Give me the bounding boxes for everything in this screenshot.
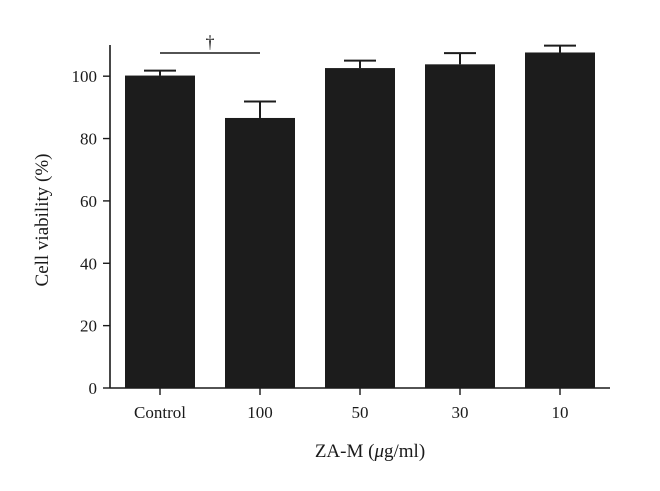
error-bars-group	[144, 44, 576, 118]
x-axis-label: ZA-M (μg/ml)	[315, 441, 425, 462]
bar-5	[525, 52, 595, 388]
x-tick-label-2: 100	[247, 403, 273, 422]
x-tick-label-4: 30	[452, 403, 469, 422]
y-ticks-group: 0 20 40 60 80 100	[72, 67, 110, 398]
bar-1	[125, 75, 195, 389]
y-tick-label-60: 60	[80, 192, 97, 211]
y-axis-label: Cell viability (%)	[32, 154, 53, 287]
x-axis-label-prefix: ZA-M (	[315, 441, 375, 462]
bar-4	[425, 64, 495, 388]
x-ticks-group: Control 100 50 30 10	[134, 388, 569, 422]
bar-3	[325, 68, 395, 388]
x-axis-label-suffix: g/ml)	[384, 441, 425, 462]
x-tick-label-3: 50	[352, 403, 369, 422]
y-tick-label-40: 40	[80, 254, 97, 273]
bar-2	[225, 117, 295, 388]
x-axis-label-unit-symbol: μ	[373, 441, 384, 462]
y-tick-label-100: 100	[72, 67, 98, 86]
bars-group	[125, 52, 595, 389]
x-tick-label-1: Control	[134, 403, 186, 422]
x-tick-label-5: 10	[552, 403, 569, 422]
annotations-group: †	[160, 32, 260, 54]
y-tick-label-20: 20	[80, 317, 97, 336]
significance-marker: †	[206, 32, 215, 52]
y-tick-label-0: 0	[89, 379, 98, 398]
y-tick-label-80: 80	[80, 130, 97, 149]
